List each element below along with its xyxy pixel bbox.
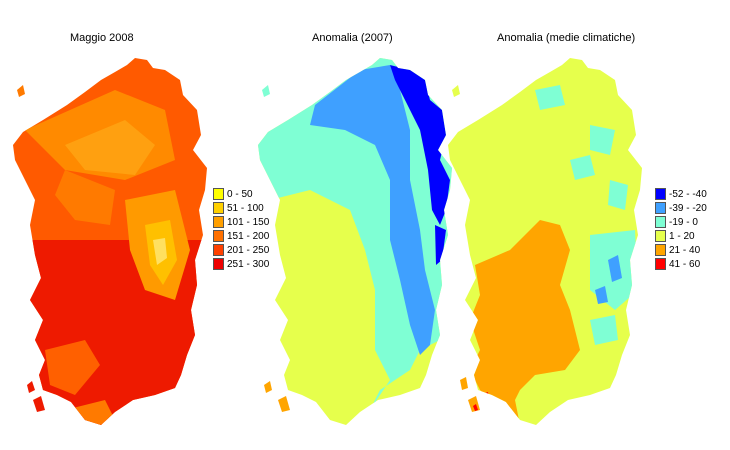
legend-label: 101 - 150 — [227, 216, 270, 228]
legend-label: 51 - 100 — [227, 202, 264, 214]
legend-item: -19 - 0 — [655, 215, 707, 229]
rainfall-legend: 0 - 50 51 - 100 101 - 150 151 - 200 201 … — [213, 187, 269, 271]
sardinia-anomaly-2007-map — [258, 58, 452, 425]
sardinia-anomaly-climate-map — [448, 58, 642, 425]
legend-item: 0 - 50 — [213, 187, 269, 201]
legend-item: 21 - 40 — [655, 243, 707, 257]
legend-swatch — [655, 258, 666, 270]
map-title-anomaly-2007: Anomalia (2007) — [312, 32, 393, 44]
legend-item: 41 - 60 — [655, 257, 707, 271]
legend-item: 51 - 100 — [213, 201, 269, 215]
legend-label: 41 - 60 — [669, 258, 701, 270]
legend-swatch — [213, 258, 224, 270]
legend-swatch — [655, 188, 666, 200]
legend-item: -52 - -40 — [655, 187, 707, 201]
legend-label: 0 - 50 — [227, 188, 253, 200]
anomaly-legend: -52 - -40 -39 - -20 -19 - 0 1 - 20 21 - … — [655, 187, 707, 271]
legend-swatch — [655, 216, 666, 228]
legend-item: 1 - 20 — [655, 229, 707, 243]
legend-item: -39 - -20 — [655, 201, 707, 215]
legend-label: 21 - 40 — [669, 244, 701, 256]
legend-swatch — [213, 216, 224, 228]
legend-label: -19 - 0 — [669, 216, 698, 228]
map-title-may-2008: Maggio 2008 — [70, 32, 134, 44]
legend-swatch — [213, 202, 224, 214]
legend-swatch — [213, 230, 224, 242]
legend-label: -52 - -40 — [669, 188, 707, 200]
legend-label: 1 - 20 — [669, 230, 695, 242]
map-title-anomaly-climate: Anomalia (medie climatiche) — [497, 32, 636, 44]
sardinia-rainfall-map — [13, 58, 207, 425]
legend-item: 201 - 250 — [213, 243, 269, 257]
legend-swatch — [655, 244, 666, 256]
legend-label: 151 - 200 — [227, 230, 270, 242]
legend-label: 201 - 250 — [227, 244, 270, 256]
legend-label: 251 - 300 — [227, 258, 270, 270]
legend-item: 251 - 300 — [213, 257, 269, 271]
legend-swatch — [655, 202, 666, 214]
legend-swatch — [655, 230, 666, 242]
legend-item: 151 - 200 — [213, 229, 269, 243]
legend-item: 101 - 150 — [213, 215, 269, 229]
legend-label: -39 - -20 — [669, 202, 707, 214]
legend-swatch — [213, 244, 224, 256]
legend-swatch — [213, 188, 224, 200]
